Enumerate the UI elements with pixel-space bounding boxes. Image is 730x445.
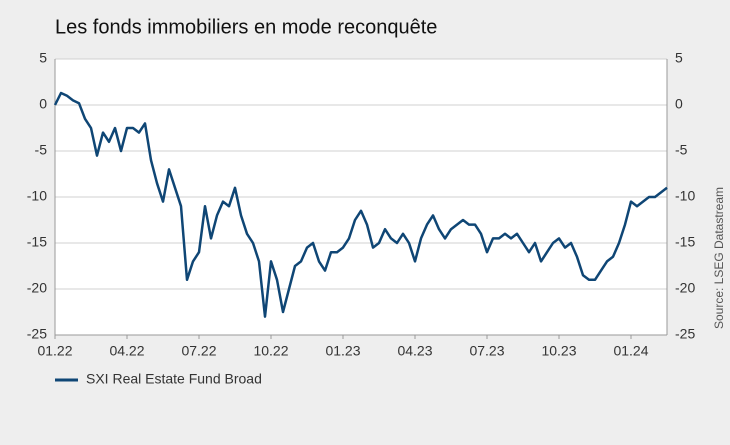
y-tick-label: -25 <box>27 326 47 342</box>
y-tick-label: -10 <box>27 188 47 204</box>
source: Source: LSEG Datastream <box>712 187 726 329</box>
y-tick-label: -15 <box>27 234 47 250</box>
y2-tick-label: -5 <box>675 142 688 158</box>
x-tick-label: 10.23 <box>541 343 576 359</box>
x-tick-label: 01.23 <box>325 343 360 359</box>
y2-tick-label: 5 <box>675 50 683 66</box>
y-tick-label: 0 <box>39 96 47 112</box>
x-tick-label: 01.24 <box>613 343 648 359</box>
y2-tick-label: -10 <box>675 188 695 204</box>
x-tick-label: 01.22 <box>37 343 72 359</box>
y-tick-label: -20 <box>27 280 47 296</box>
x-tick-label: 07.22 <box>181 343 216 359</box>
y2-tick-label: -15 <box>675 234 695 250</box>
x-tick-label: 10.22 <box>253 343 288 359</box>
y2-tick-label: 0 <box>675 96 683 112</box>
y2-tick-label: -20 <box>675 280 695 296</box>
y-tick-label: -5 <box>35 142 48 158</box>
x-tick-label: 04.22 <box>109 343 144 359</box>
chart-title: Les fonds immobiliers en mode reconquête <box>55 16 437 38</box>
y-tick-label: 5 <box>39 50 47 66</box>
x-tick-label: 07.23 <box>469 343 504 359</box>
y2-tick-label: -25 <box>675 326 695 342</box>
legend-label: SXI Real Estate Fund Broad <box>86 371 262 387</box>
series-line <box>53 91 668 318</box>
x-tick-label: 04.23 <box>397 343 432 359</box>
